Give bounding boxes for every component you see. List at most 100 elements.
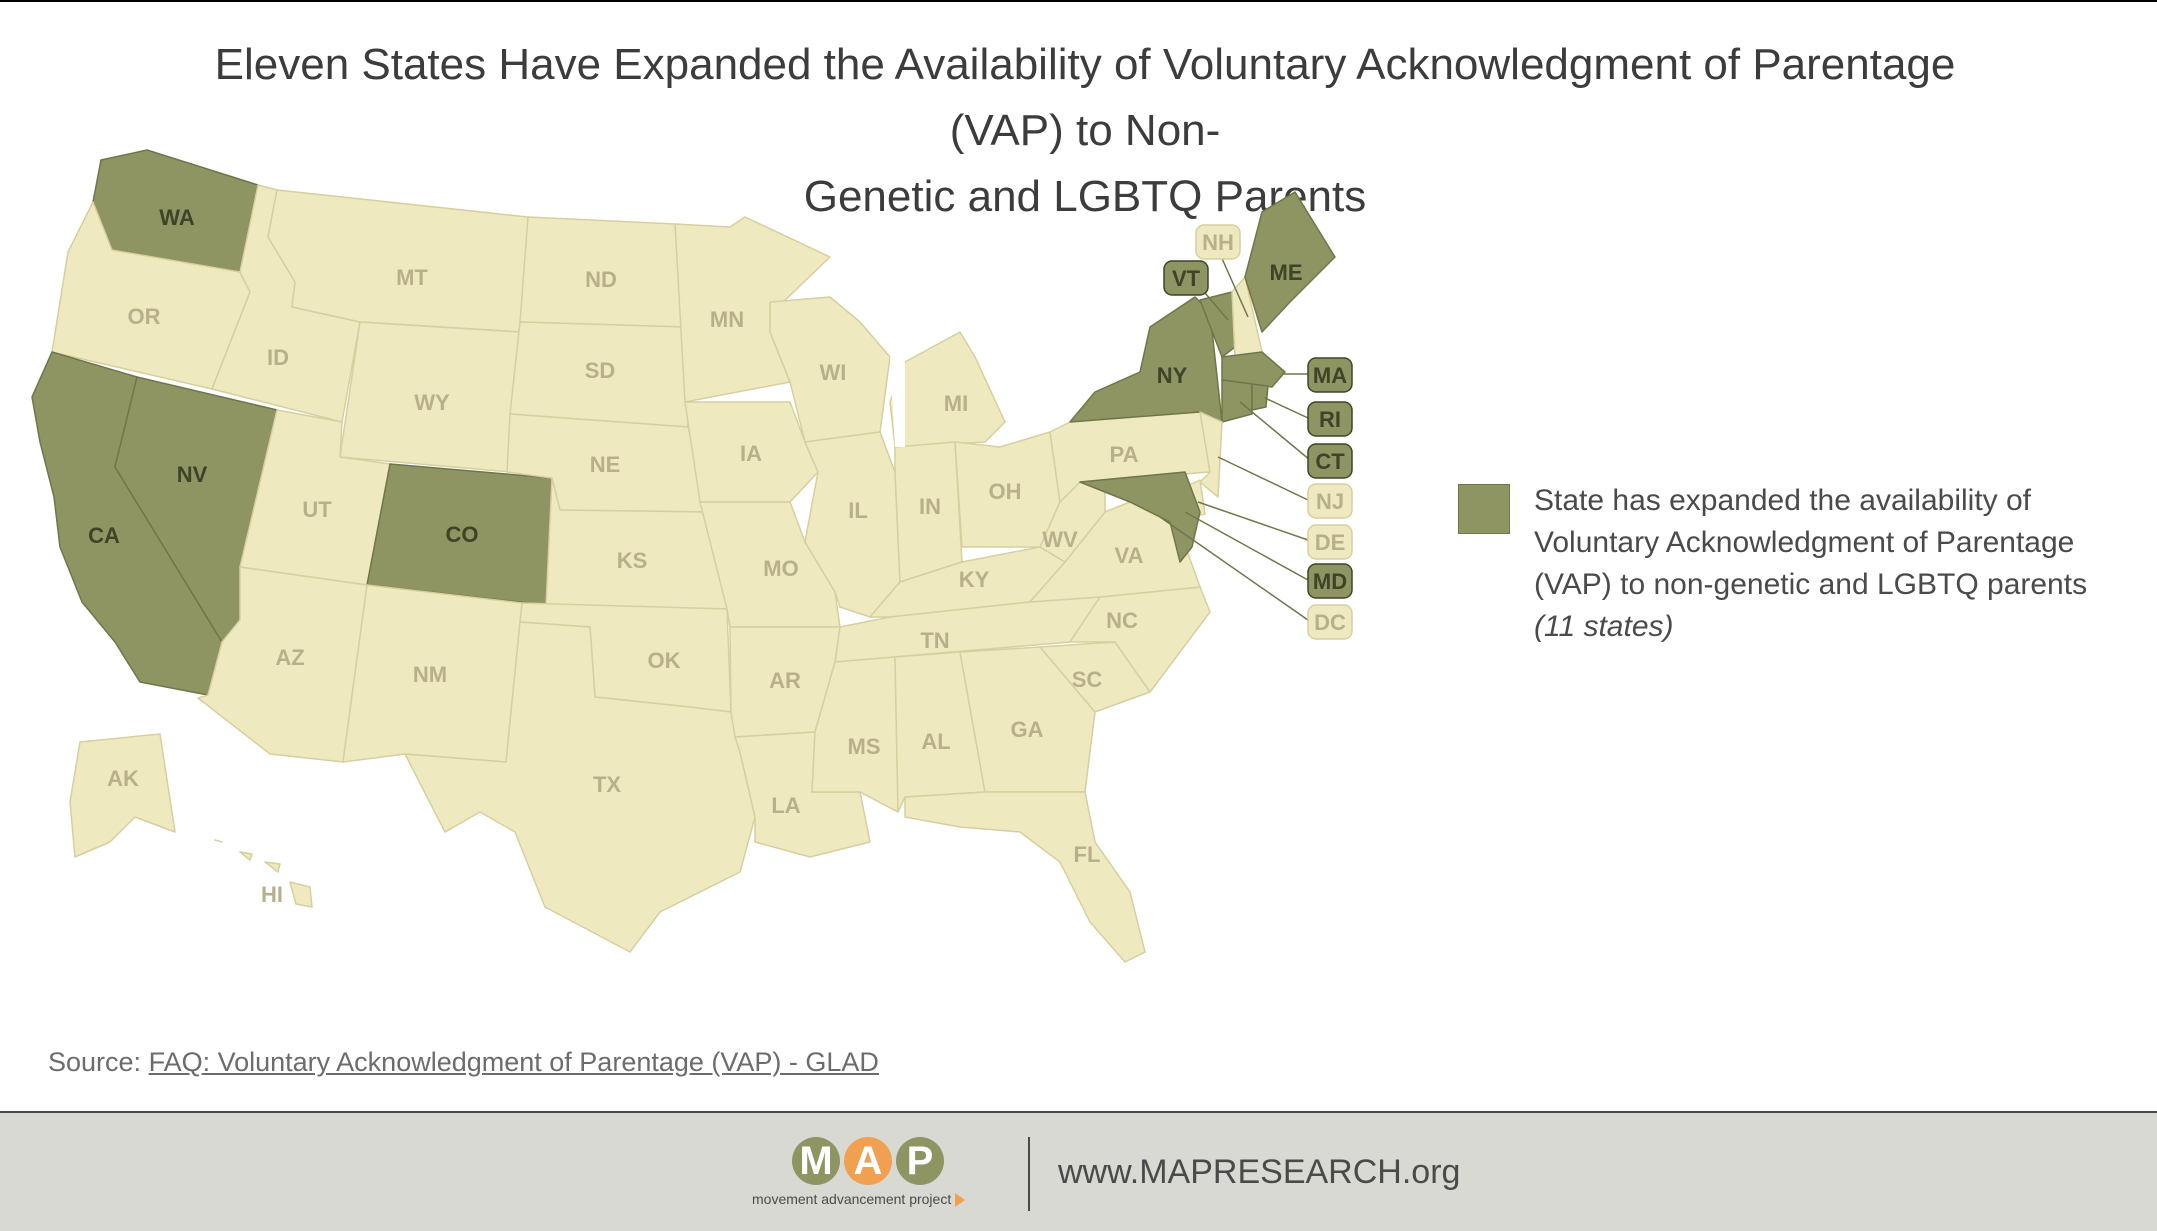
state-label-hi: HI — [261, 882, 283, 907]
state-label-nc: NC — [1106, 608, 1138, 633]
state-label-al: AL — [921, 729, 950, 754]
state-label-ar: AR — [769, 668, 801, 693]
footer-divider — [1028, 1137, 1030, 1211]
state-label-nv: NV — [177, 462, 208, 487]
leader-nh — [1219, 253, 1249, 318]
lake-michigan — [890, 352, 905, 447]
map-title: Eleven States Have Expanded the Availabi… — [160, 32, 2010, 230]
logo-letter-p: P — [896, 1137, 944, 1185]
logo-tagline: movement advancement project — [752, 1191, 1002, 1208]
state-label-il: IL — [848, 498, 868, 523]
state-mo[interactable] — [699, 501, 841, 628]
state-callout-box-ri[interactable] — [1307, 401, 1353, 437]
state-label-mo: MO — [763, 556, 798, 581]
state-label-va: VA — [1115, 543, 1144, 568]
map-logo[interactable]: M A P movement advancement project — [752, 1137, 1002, 1221]
legend-line-1: State has expanded the availability of — [1534, 484, 2032, 517]
legend-line-2: Voluntary Acknowledgment of Parentage — [1534, 526, 2075, 559]
state-label-sd: SD — [585, 358, 616, 383]
state-label-wv: WV — [1042, 527, 1078, 552]
logo-tagline-text: movement advancement project — [752, 1191, 952, 1207]
source-prefix: Source: — [48, 1047, 149, 1077]
state-label-ma: MA — [1313, 363, 1347, 388]
state-label-nh: NH — [1202, 230, 1234, 255]
state-mi[interactable] — [889, 331, 1006, 448]
logo-letter-m: M — [792, 1137, 840, 1185]
state-mt[interactable] — [267, 189, 529, 333]
state-label-ak: AK — [107, 766, 139, 791]
state-label-la: LA — [771, 793, 800, 818]
state-label-mi: MI — [944, 391, 968, 416]
state-label-ks: KS — [617, 548, 648, 573]
leader-ct — [1239, 401, 1311, 461]
state-callout-box-md[interactable] — [1307, 563, 1353, 599]
state-label-ut: UT — [302, 497, 332, 522]
state-label-ga: GA — [1011, 717, 1044, 742]
state-label-fl: FL — [1074, 842, 1101, 867]
state-fl[interactable] — [904, 791, 1146, 963]
state-label-md: MD — [1313, 569, 1347, 594]
state-label-ne: NE — [590, 452, 621, 477]
state-label-ms: MS — [848, 734, 881, 759]
leader-ri — [1264, 397, 1309, 419]
state-ma[interactable] — [1221, 351, 1286, 388]
state-label-tx: TX — [593, 772, 621, 797]
state-tx[interactable] — [404, 621, 756, 953]
state-label-wi: WI — [820, 360, 847, 385]
state-label-dc: DC — [1314, 610, 1346, 635]
state-callout-box-de[interactable] — [1307, 524, 1353, 560]
state-label-ok: OK — [648, 648, 681, 673]
state-label-ri: RI — [1319, 407, 1341, 432]
state-label-or: OR — [128, 304, 161, 329]
state-ct[interactable] — [1221, 379, 1253, 423]
state-label-nj: NJ — [1316, 489, 1344, 514]
state-me[interactable] — [1244, 191, 1336, 333]
leader-de — [1197, 501, 1309, 541]
state-callout-box-ct[interactable] — [1307, 443, 1353, 479]
state-ri[interactable] — [1251, 383, 1269, 411]
state-label-tn: TN — [920, 628, 949, 653]
state-label-mt: MT — [396, 265, 428, 290]
state-label-ia: IA — [740, 441, 762, 466]
leader-md — [1184, 511, 1309, 581]
state-label-nd: ND — [585, 267, 617, 292]
source-note: Source: FAQ: Voluntary Acknowledgment of… — [48, 1047, 879, 1078]
footer: M A P movement advancement project www.M… — [0, 1111, 2157, 1231]
state-il[interactable] — [804, 431, 901, 618]
state-callout-box-ma[interactable] — [1307, 357, 1353, 393]
state-label-co: CO — [446, 522, 479, 547]
state-callout-box-nh[interactable] — [1195, 224, 1241, 260]
legend-swatch-expanded — [1458, 484, 1510, 534]
state-callout-box-vt[interactable] — [1163, 260, 1209, 296]
state-label-sc: SC — [1072, 667, 1103, 692]
state-callout-box-nj[interactable] — [1307, 483, 1353, 519]
state-hi[interactable] — [214, 839, 313, 908]
state-label-ca: CA — [88, 523, 120, 548]
state-label-vt: VT — [1172, 266, 1201, 291]
source-link[interactable]: FAQ: Voluntary Acknowledgment of Parenta… — [148, 1047, 879, 1077]
footer-url[interactable]: www.MAPRESEARCH.org — [1058, 1153, 1461, 1191]
state-ga[interactable] — [959, 646, 1096, 793]
state-label-oh: OH — [989, 479, 1022, 504]
logo-arrow-icon — [955, 1193, 966, 1208]
legend-line-3: (VAP) to non-genetic and LGBTQ parents — [1534, 568, 2088, 601]
state-label-id: ID — [267, 345, 289, 370]
state-callout-box-dc[interactable] — [1307, 604, 1353, 640]
state-label-wa: WA — [159, 205, 195, 230]
state-md[interactable] — [1079, 471, 1201, 563]
state-nj[interactable] — [1199, 411, 1223, 498]
state-label-in: IN — [919, 494, 941, 519]
state-label-pa: PA — [1110, 442, 1139, 467]
state-label-de: DE — [1315, 530, 1346, 555]
state-label-mn: MN — [710, 307, 744, 332]
state-ak[interactable] — [69, 733, 176, 858]
leader-nj — [1217, 456, 1309, 501]
state-label-me: ME — [1270, 260, 1303, 285]
legend-label: State has expanded the availability of V… — [1534, 480, 2104, 648]
state-label-ny: NY — [1157, 363, 1188, 388]
state-label-nm: NM — [413, 662, 447, 687]
leader-dc — [1159, 516, 1309, 621]
state-label-wy: WY — [414, 390, 450, 415]
state-label-ct: CT — [1315, 449, 1345, 474]
